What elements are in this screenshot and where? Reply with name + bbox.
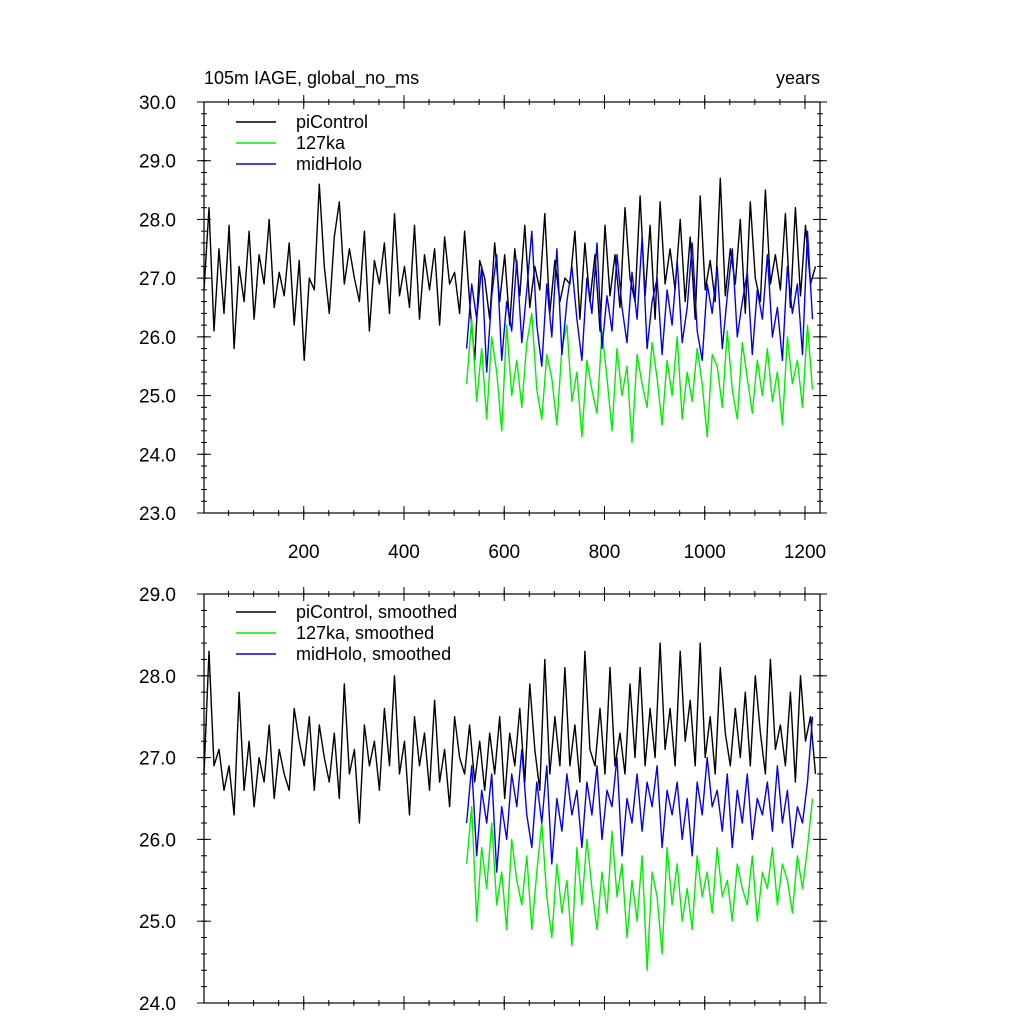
y-tick-label: 25.0 <box>139 387 176 408</box>
series-line-picontrol <box>203 177 817 361</box>
x-tick-label: 600 <box>488 542 520 563</box>
series-line-127ka-smoothed <box>465 798 814 971</box>
bottom-chart-plot-area <box>203 642 817 971</box>
x-tick-label: 1000 <box>684 542 726 563</box>
y-tick-label: 25.0 <box>139 912 176 933</box>
y-tick-label: 29.0 <box>139 152 176 173</box>
legend-label: midHolo, smoothed <box>296 644 451 664</box>
top-chart-plot-area <box>203 177 817 444</box>
y-tick-label: 24.0 <box>139 994 176 1015</box>
legend-label: piControl <box>296 112 368 132</box>
y-tick-label: 30.0 <box>139 93 176 114</box>
series-line-127ka <box>465 312 814 444</box>
y-tick-label: 26.0 <box>139 328 176 349</box>
bottom-chart-frame <box>203 593 821 1004</box>
x-tick-label: 800 <box>589 542 621 563</box>
y-tick-label: 23.0 <box>139 504 176 525</box>
chart-title-left: 105m IAGE, global_no_ms <box>204 68 419 89</box>
legend-label: 127ka <box>296 133 346 153</box>
legend-label: piControl, smoothed <box>296 602 457 622</box>
series-line-midholo-smoothed <box>465 716 814 873</box>
series-line-picontrol-smoothed <box>203 642 817 824</box>
y-tick-label: 28.0 <box>139 210 176 231</box>
series-line-midholo <box>465 230 814 373</box>
y-tick-label: 27.0 <box>139 269 176 290</box>
y-tick-label: 27.0 <box>139 749 176 770</box>
chart-title-right: years <box>776 68 820 88</box>
bottom-chart-y-tick-labels: 24.0 25.0 26.0 27.0 28.0 29.0 <box>139 585 176 1015</box>
y-tick-label: 24.0 <box>139 445 176 466</box>
bottom-chart-ticks <box>197 587 827 1010</box>
top-chart-panel: 105m IAGE, global_no_ms years 23.0 24.0 25… <box>139 68 827 563</box>
legend-label: midHolo <box>296 154 362 174</box>
top-chart-frame <box>203 101 821 514</box>
bottom-chart-panel: 24.0 25.0 26.0 27.0 28.0 29.0 piControl, smoo… <box>139 585 827 1015</box>
top-chart-ticks <box>197 95 827 520</box>
y-tick-label: 28.0 <box>139 667 176 688</box>
legend-label: 127ka, smoothed <box>296 623 434 643</box>
x-tick-label: 1200 <box>784 542 826 563</box>
y-tick-label: 29.0 <box>139 585 176 606</box>
x-tick-label: 200 <box>288 542 320 563</box>
y-tick-label: 26.0 <box>139 830 176 851</box>
top-chart-y-tick-labels: 23.0 24.0 25.0 26.0 27.0 28.0 29.0 30.0 <box>139 93 176 525</box>
x-tick-label: 400 <box>388 542 420 563</box>
top-chart-x-tick-labels: 200 400 600 800 1000 1200 <box>288 542 826 563</box>
